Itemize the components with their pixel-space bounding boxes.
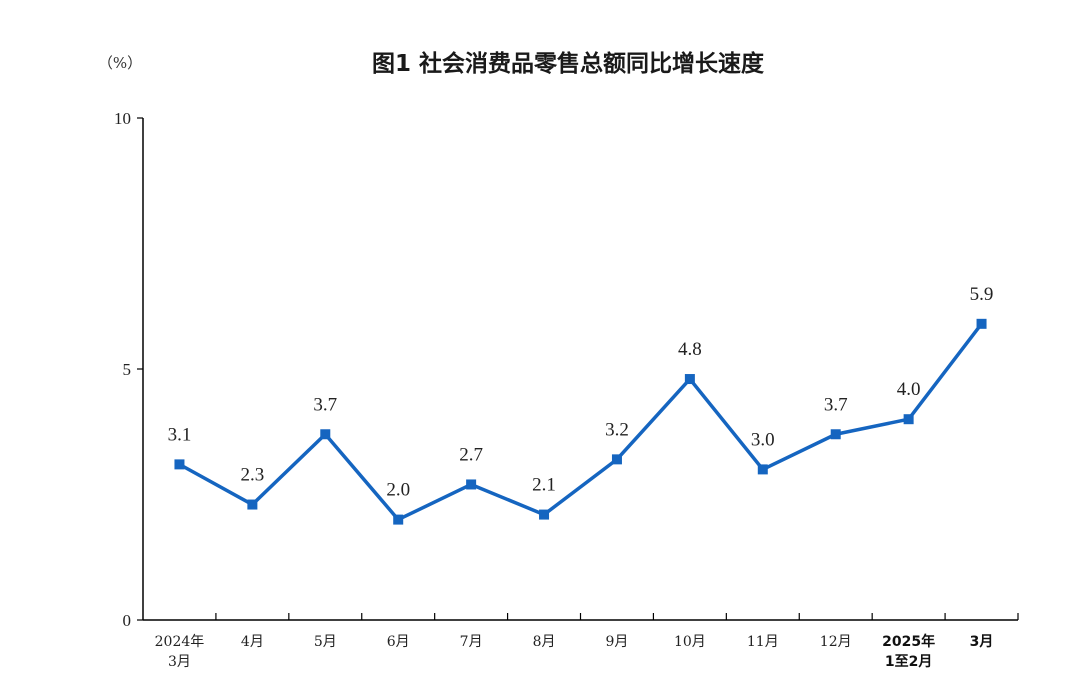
x-tick-label: 2025年 1至2月 (882, 633, 935, 670)
x-ticks: 2024年 3月 4月 5月 6月 7月 8月 9月 10月 11月 12月 2025年 1至2月 3月 (155, 613, 1019, 670)
x-tick-label-line: 6月 (387, 634, 410, 650)
series (174, 318, 987, 525)
data-point (320, 429, 331, 440)
data-labels: 3.1 2.3 3.7 2.0 2.7 2.1 3.2 4.8 3.0 3.7 4.0 5.9 (168, 284, 994, 501)
data-point (247, 499, 258, 510)
y-tick-label: 10 (114, 109, 131, 128)
x-tick-label-line: 1至2月 (885, 654, 932, 670)
x-tick-label-line: 9月 (605, 634, 628, 650)
x-tick-label-line: 8月 (533, 634, 556, 650)
unit-label: （%） (98, 54, 142, 72)
data-point (976, 318, 987, 329)
data-label: 3.1 (168, 424, 192, 445)
data-point (174, 459, 185, 470)
chart-title: 图1 社会消费品零售总额同比增长速度 (372, 50, 765, 77)
x-tick-label: 7月 (460, 634, 483, 650)
x-tick-label: 4月 (241, 634, 264, 650)
x-tick-label-line: 2025年 (882, 633, 935, 650)
x-tick-label-line: 12月 (820, 634, 852, 650)
x-tick-label-line: 5月 (314, 634, 337, 650)
x-tick-label: 3月 (970, 634, 994, 650)
data-point (830, 429, 841, 440)
x-tick-label: 8月 (533, 634, 556, 650)
data-label: 2.0 (386, 480, 410, 501)
x-tick-label-line: 10月 (674, 634, 706, 650)
x-tick-label-line: 2024年 (155, 634, 205, 650)
data-point (903, 414, 914, 425)
data-label: 5.9 (970, 284, 994, 305)
data-point (684, 374, 695, 385)
data-label: 3.2 (605, 419, 629, 440)
x-tick-label: 6月 (387, 634, 410, 650)
data-label: 2.7 (459, 444, 483, 465)
data-label: 2.1 (532, 475, 556, 496)
x-tick-label-line: 4月 (241, 634, 264, 650)
data-label: 2.3 (241, 465, 265, 486)
x-tick-label: 5月 (314, 634, 337, 650)
y-tick-label: 5 (123, 360, 132, 379)
x-tick-label: 10月 (674, 634, 706, 650)
data-label: 3.7 (313, 394, 337, 415)
series-line (178, 322, 983, 522)
x-tick-label: 12月 (820, 634, 852, 650)
data-point (757, 464, 768, 475)
x-tick-label-line: 3月 (970, 634, 994, 650)
x-tick-label: 2024年 3月 (155, 634, 205, 670)
x-tick-label-line: 11月 (747, 634, 779, 650)
data-label: 3.0 (751, 429, 775, 450)
data-point (466, 479, 477, 490)
x-tick-label: 9月 (605, 634, 628, 650)
data-point (539, 509, 550, 520)
x-tick-label-line: 3月 (168, 654, 191, 670)
data-label: 4.8 (678, 339, 702, 360)
data-point (611, 454, 622, 465)
data-point (393, 514, 404, 525)
y-tick-label: 0 (123, 611, 132, 630)
y-ticks: 0 5 10 (114, 109, 143, 630)
data-label: 4.0 (897, 379, 921, 400)
data-label: 3.7 (824, 394, 848, 415)
x-tick-label-line: 7月 (460, 634, 483, 650)
x-tick-label: 11月 (747, 634, 779, 650)
